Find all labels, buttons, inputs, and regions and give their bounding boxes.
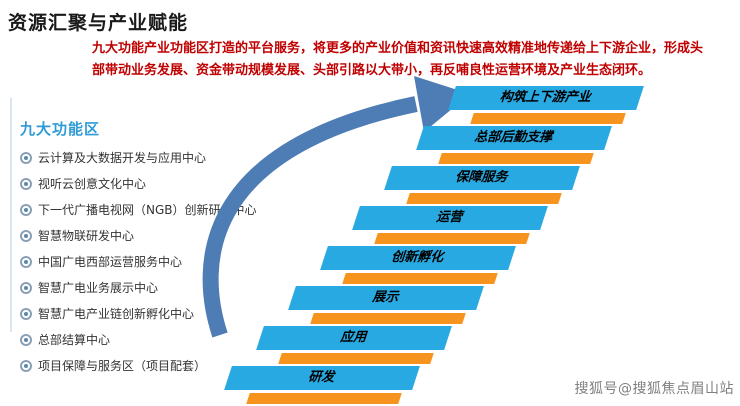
list-item-label: 智慧广电业务展示中心 xyxy=(38,281,159,295)
stair-step: 总部后勤支撑 xyxy=(416,126,612,164)
step-label: 创新孵化 xyxy=(320,246,516,270)
functions-panel: 九大功能区 云计算及大数据开发与应用中心 视听云创意文化中心 下一代广播电视网（… xyxy=(20,118,276,383)
step-label: 应用 xyxy=(256,326,452,350)
step-bar xyxy=(438,153,594,164)
list-item-label: 云计算及大数据开发与应用中心 xyxy=(38,151,207,165)
target-icon xyxy=(20,281,32,294)
left-divider xyxy=(10,98,12,332)
step-bar xyxy=(470,113,626,124)
list-item-label: 项目保障与服务区（项目配套） xyxy=(38,359,207,373)
list-item: 中国广电西部运营服务中心 xyxy=(20,253,276,270)
list-item: 智慧广电产业链创新孵化中心 xyxy=(20,305,276,322)
stair-step: 应用 xyxy=(256,326,452,364)
list-item-label: 中国广电西部运营服务中心 xyxy=(38,255,183,269)
page-title: 资源汇聚与产业赋能 xyxy=(8,12,189,34)
target-icon xyxy=(20,203,32,216)
target-icon xyxy=(20,177,32,190)
step-bar xyxy=(310,313,466,324)
stair-step: 展示 xyxy=(288,286,484,324)
list-item-label: 下一代广播电视网（NGB）创新研发中心 xyxy=(38,203,257,217)
functions-heading: 九大功能区 xyxy=(20,120,101,138)
list-item: 下一代广播电视网（NGB）创新研发中心 xyxy=(20,201,276,218)
step-label: 构筑上下游产业 xyxy=(448,86,644,110)
list-item-label: 视听云创意文化中心 xyxy=(38,177,147,191)
list-item: 视听云创意文化中心 xyxy=(20,175,276,192)
target-icon xyxy=(20,359,32,372)
step-bar xyxy=(406,193,562,204)
step-label: 研发 xyxy=(224,366,420,390)
watermark: 搜狐号@搜狐焦点眉山站 xyxy=(574,381,734,397)
step-label: 展示 xyxy=(288,286,484,310)
stair-step: 构筑上下游产业 xyxy=(448,86,644,124)
list-item: 项目保障与服务区（项目配套） xyxy=(20,357,276,374)
step-label: 运营 xyxy=(352,206,548,230)
target-icon xyxy=(20,229,32,242)
list-item-label: 智慧物联研发中心 xyxy=(38,229,135,243)
step-bar xyxy=(278,353,434,364)
list-item: 智慧广电业务展示中心 xyxy=(20,279,276,296)
stair-step: 运营 xyxy=(352,206,548,244)
functions-list: 云计算及大数据开发与应用中心 视听云创意文化中心 下一代广播电视网（NGB）创新… xyxy=(20,149,276,374)
list-item: 云计算及大数据开发与应用中心 xyxy=(20,149,276,166)
description-text: 九大功能产业功能区打造的平台服务，将更多的产业价值和资讯快速高效精准地传递给上下… xyxy=(92,41,704,79)
stair-step: 保障服务 xyxy=(384,166,580,204)
step-bar xyxy=(246,393,402,404)
step-label: 总部后勤支撑 xyxy=(416,126,612,150)
list-item: 总部结算中心 xyxy=(20,331,276,348)
list-item-label: 总部结算中心 xyxy=(38,333,111,347)
target-icon xyxy=(20,307,32,320)
list-item-label: 智慧广电产业链创新孵化中心 xyxy=(38,307,195,321)
target-icon xyxy=(20,333,32,346)
step-label: 保障服务 xyxy=(384,166,580,190)
target-icon xyxy=(20,255,32,268)
step-bar xyxy=(342,273,498,284)
target-icon xyxy=(20,151,32,164)
stair-step: 研发 xyxy=(224,366,420,404)
step-bar xyxy=(374,233,530,244)
list-item: 智慧物联研发中心 xyxy=(20,227,276,244)
stair-step: 创新孵化 xyxy=(320,246,516,284)
